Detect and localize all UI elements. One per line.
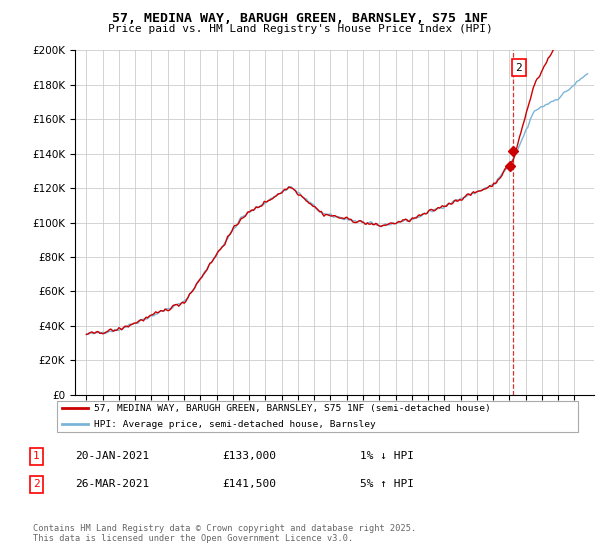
Text: 2: 2 (33, 479, 40, 489)
FancyBboxPatch shape (56, 401, 578, 432)
Text: 5% ↑ HPI: 5% ↑ HPI (360, 479, 414, 489)
Text: HPI: Average price, semi-detached house, Barnsley: HPI: Average price, semi-detached house,… (94, 420, 376, 429)
Text: 2: 2 (515, 63, 523, 73)
Text: 20-JAN-2021: 20-JAN-2021 (75, 451, 149, 461)
Text: 26-MAR-2021: 26-MAR-2021 (75, 479, 149, 489)
Text: £133,000: £133,000 (222, 451, 276, 461)
Text: Contains HM Land Registry data © Crown copyright and database right 2025.
This d: Contains HM Land Registry data © Crown c… (33, 524, 416, 543)
Text: £141,500: £141,500 (222, 479, 276, 489)
Text: 1: 1 (33, 451, 40, 461)
Text: Price paid vs. HM Land Registry's House Price Index (HPI): Price paid vs. HM Land Registry's House … (107, 24, 493, 34)
Text: 57, MEDINA WAY, BARUGH GREEN, BARNSLEY, S75 1NF: 57, MEDINA WAY, BARUGH GREEN, BARNSLEY, … (112, 12, 488, 25)
Text: 57, MEDINA WAY, BARUGH GREEN, BARNSLEY, S75 1NF (semi-detached house): 57, MEDINA WAY, BARUGH GREEN, BARNSLEY, … (94, 404, 490, 413)
Text: 1% ↓ HPI: 1% ↓ HPI (360, 451, 414, 461)
